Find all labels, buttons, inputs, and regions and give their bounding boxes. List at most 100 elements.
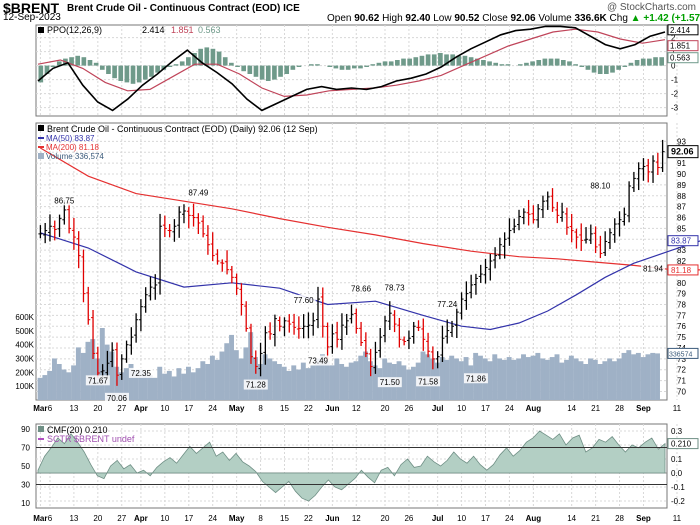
chart-date: 12-Sep-2023 [3, 12, 61, 23]
ppo-histogram-bar [419, 55, 425, 66]
ppo-histogram-bar [481, 60, 486, 66]
volume-bar [401, 365, 407, 400]
ma200-line [40, 147, 700, 271]
x-axis-label: 6 [48, 514, 53, 523]
price-y-tick: 93 [677, 137, 686, 146]
volume-bar [157, 366, 163, 400]
chg-value: +1.42 (+1.57%) [643, 13, 700, 24]
volume-bar [190, 372, 196, 400]
volume-value: 336.6K [574, 13, 607, 24]
volume-bar [444, 359, 450, 400]
volume-bar [90, 339, 96, 400]
price-legend-swatch [38, 125, 44, 131]
ppo-histogram-bar [573, 64, 578, 66]
volume-bar [339, 364, 345, 400]
volume-bar [214, 359, 220, 400]
ppo-histogram-bar [149, 65, 154, 77]
ppo-histogram-bar [210, 48, 216, 66]
price-y-tick: 77 [677, 311, 686, 320]
ppo-histogram-bar [567, 61, 572, 66]
price-value-box-label: 92.06 [671, 147, 694, 157]
price-value-box [667, 145, 699, 159]
x-axis-label: 20 [93, 514, 102, 523]
x-axis-label: Jun [325, 404, 339, 413]
ppo-histogram-bar [130, 65, 136, 84]
volume-bar [501, 359, 507, 400]
volume-bar [147, 375, 153, 400]
volume-bar [358, 355, 364, 400]
ppo-histogram-bar [597, 65, 603, 74]
volume-bar [588, 358, 593, 400]
ppo-histogram-bar [308, 64, 314, 66]
x-axis-label: 20 [381, 514, 390, 523]
cmf-legend: CMF(20) 0.210 [47, 425, 108, 435]
x-axis-label: 21 [591, 514, 600, 523]
ppo-histogram-bar [444, 54, 449, 66]
volume-bar [631, 354, 637, 400]
ppo-histogram-bar [345, 65, 351, 70]
volume-bar [267, 358, 273, 400]
price-annotation: 73.49 [308, 357, 329, 366]
price-annotation: 78.73 [385, 284, 406, 293]
x-axis-label: 17 [481, 404, 490, 413]
x-axis-label: 26 [404, 404, 413, 413]
x-axis-label: 13 [69, 514, 78, 523]
x-axis-label: 21 [591, 404, 600, 413]
price-y-tick: 88 [677, 192, 686, 201]
ppo-histogram-bar [265, 65, 271, 81]
volume-bar [363, 351, 369, 400]
x-axis-label: Aug [526, 514, 542, 523]
volume-bar [37, 377, 43, 400]
annotation-bg [104, 392, 129, 403]
volume-bar [343, 366, 349, 400]
x-axis-label: 10 [160, 404, 169, 413]
price-annotation: 87.49 [188, 188, 209, 197]
price-y-tick: 90 [677, 170, 686, 179]
volume-bar [300, 362, 306, 400]
close-value: 92.06 [510, 13, 536, 24]
volume-bar [655, 353, 660, 400]
ppo-line [37, 25, 666, 112]
ppo-histogram-bar [315, 64, 320, 66]
sctr-y-tick: 30 [21, 481, 30, 490]
volume-bar [492, 354, 498, 400]
cmf-y-tick: -0.2 [671, 497, 685, 506]
price-y-tick: 85 [677, 224, 686, 233]
volume-bar [209, 355, 215, 400]
ppo-histogram-bar [204, 47, 210, 66]
x-axis-label: Mar [33, 514, 47, 523]
volume-bar [578, 361, 584, 400]
panel-frame-1 [35, 24, 668, 117]
volume-bar [650, 352, 656, 400]
volume-bar [353, 361, 359, 400]
x-axis-label: 10 [457, 514, 466, 523]
ppo-histogram-bar [296, 65, 302, 67]
ppo-histogram-bar [585, 65, 591, 70]
ppo-histogram-bar [327, 65, 333, 67]
volume-bar [564, 359, 570, 400]
volume-bar [320, 354, 325, 400]
volume-bar [315, 358, 321, 400]
annotation-bg [349, 283, 374, 294]
ppo-histogram-bar [388, 61, 394, 66]
annotation-bg [305, 355, 330, 366]
volume-bar [544, 359, 550, 400]
ppo-histogram-bar [401, 58, 406, 66]
volume-bar [109, 351, 115, 400]
ppo-y-tick: 1 [671, 48, 676, 57]
x-axis-label: 11 [673, 514, 682, 523]
x-axis-label: May [229, 514, 245, 523]
x-axis-label: 20 [381, 404, 390, 413]
ppo-histogram-bar [339, 65, 345, 70]
price-y-tick: 87 [677, 203, 686, 212]
price-y-tick: 72 [677, 366, 686, 375]
volume-bar [224, 343, 230, 400]
volume-bar [80, 352, 86, 400]
price-annotation: 70.06 [107, 394, 128, 403]
x-axis-label: 24 [208, 514, 217, 523]
ppo-y-tick: 0 [671, 62, 676, 71]
ppo-histogram-bar [395, 60, 400, 66]
volume-value-box-label: 336574 [669, 351, 692, 358]
x-axis-label: 24 [208, 404, 217, 413]
ppo-histogram-bar [93, 62, 99, 66]
